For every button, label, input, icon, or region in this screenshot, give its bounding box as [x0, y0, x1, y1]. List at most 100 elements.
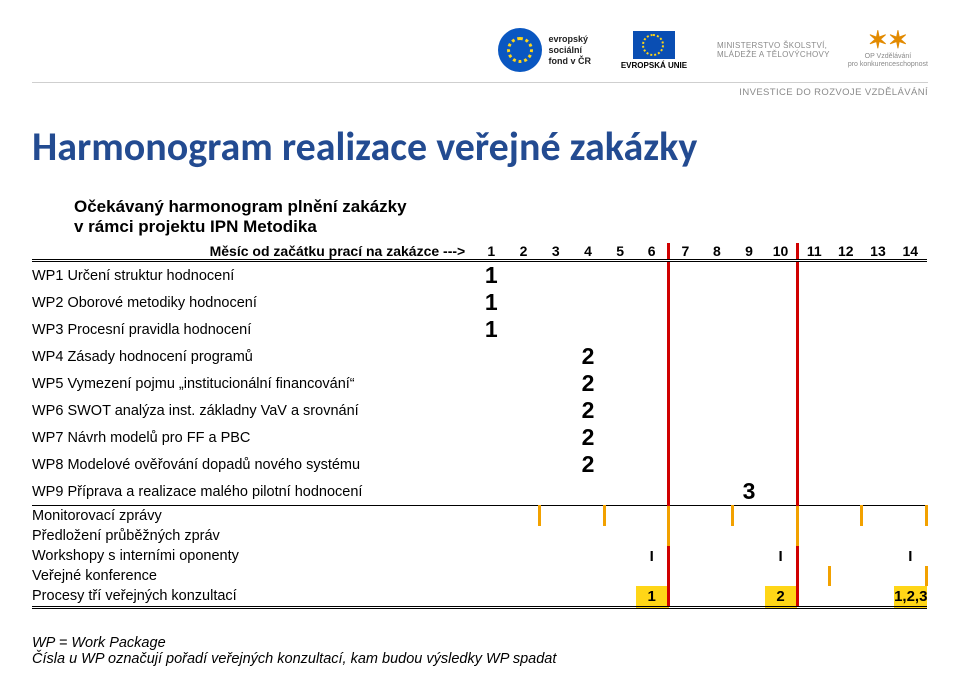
gantt-cell — [862, 289, 894, 316]
gantt-cell — [701, 546, 733, 566]
gantt-cell — [540, 478, 572, 506]
row-label: WP6 SWOT analýza inst. základny VaV a sr… — [32, 397, 475, 424]
gantt-cell — [572, 316, 604, 343]
subtitle-block: Očekávaný harmonogram plnění zakázky v r… — [74, 197, 928, 237]
gantt-cell — [894, 424, 926, 451]
gantt-cell — [636, 343, 668, 370]
gantt-cell — [830, 316, 862, 343]
gantt-cell — [636, 289, 668, 316]
gantt-cell — [540, 289, 572, 316]
gantt-cell — [636, 566, 668, 586]
gantt-cell — [507, 566, 539, 586]
gantt-cell — [830, 343, 862, 370]
gantt-cell — [475, 526, 507, 546]
gantt-cell — [894, 261, 926, 290]
gantt-table: Měsíc od začátku prací na zakázce --->12… — [32, 243, 928, 609]
gantt-cell — [733, 316, 765, 343]
month-header: 12 — [830, 243, 862, 261]
gantt-cell — [540, 343, 572, 370]
gantt-cell — [507, 397, 539, 424]
opvk-logo: ✶✶ OP Vzdělávání pro konkurenceschopnost — [848, 31, 928, 69]
gantt-cell — [604, 506, 636, 527]
gantt-cell — [830, 451, 862, 478]
gantt-cell — [733, 586, 765, 608]
esf-text-2: sociální — [548, 45, 591, 56]
gantt-cell — [604, 397, 636, 424]
gantt-cell — [701, 451, 733, 478]
gantt-cell — [830, 397, 862, 424]
gantt-cell — [765, 370, 797, 397]
gantt-cell — [701, 289, 733, 316]
gantt-cell — [572, 289, 604, 316]
month-header: 1 — [475, 243, 507, 261]
page-title: Harmonogram realizace veřejné zakázky — [32, 122, 928, 171]
gantt-cell — [669, 316, 701, 343]
gantt-cell — [701, 261, 733, 290]
gantt-cell — [604, 546, 636, 566]
gantt-cell: I — [894, 546, 926, 566]
gantt-cell — [797, 316, 829, 343]
gantt-cell — [862, 451, 894, 478]
gantt-cell — [572, 526, 604, 546]
big-number: 2 — [572, 424, 604, 451]
gantt-cell — [797, 478, 829, 506]
gantt-cell — [701, 566, 733, 586]
gantt-cell — [894, 289, 926, 316]
esf-text-3: fond v ČR — [548, 56, 591, 67]
month-header: 2 — [507, 243, 539, 261]
gantt-cell — [507, 546, 539, 566]
ministry-label: MINISTERSTVO ŠKOLSTVÍ, MLÁDEŽE A TĚLOVÝC… — [717, 41, 830, 59]
header-logos: evropský sociální fond v ČR EVROPSKÁ UNI… — [32, 16, 928, 84]
footer-line-1: WP = Work Package — [32, 635, 928, 651]
column-header-label: Měsíc od začátku prací na zakázce ---> — [32, 243, 475, 261]
gantt-cell — [830, 506, 862, 527]
gantt-cell — [475, 546, 507, 566]
row-label: Monitorovací zprávy — [32, 506, 475, 527]
gantt-cell — [830, 526, 862, 546]
gantt-cell — [507, 289, 539, 316]
gantt-cell — [572, 586, 604, 608]
gantt-cell — [797, 526, 829, 546]
big-number: 1 — [475, 261, 507, 290]
gantt-cell: 1 — [636, 586, 668, 608]
gantt-cell — [797, 546, 829, 566]
gantt-cell — [733, 451, 765, 478]
gantt-cell — [604, 370, 636, 397]
gantt-cell — [862, 478, 894, 506]
gantt-cell — [765, 566, 797, 586]
gantt-cell — [572, 566, 604, 586]
month-header: 5 — [604, 243, 636, 261]
subtitle-line-2: v rámci projektu IPN Metodika — [74, 217, 928, 237]
gantt-cell — [733, 261, 765, 290]
gantt-cell — [733, 566, 765, 586]
gantt-cell — [604, 451, 636, 478]
esf-text-1: evropský — [548, 34, 591, 45]
month-header: 6 — [636, 243, 668, 261]
gantt-cell — [669, 397, 701, 424]
gantt-cell — [765, 526, 797, 546]
gantt-cell — [636, 478, 668, 506]
gantt-cell — [701, 478, 733, 506]
gantt-cell — [894, 478, 926, 506]
gantt-cell — [540, 397, 572, 424]
footer: WP = Work Package Čísla u WP označují po… — [32, 635, 928, 667]
row-label: WP4 Zásady hodnocení programů — [32, 343, 475, 370]
gantt-cell — [797, 397, 829, 424]
gantt-cell — [862, 343, 894, 370]
month-header: 9 — [733, 243, 765, 261]
gantt-cell — [604, 566, 636, 586]
gantt-cell — [733, 546, 765, 566]
gantt-cell — [540, 586, 572, 608]
gantt-cell — [830, 261, 862, 290]
gantt-cell — [894, 526, 926, 546]
gantt-cell — [669, 289, 701, 316]
month-header: 14 — [894, 243, 926, 261]
gantt-cell — [636, 451, 668, 478]
gantt-cell — [636, 370, 668, 397]
gantt-cell — [701, 316, 733, 343]
gantt-cell — [894, 397, 926, 424]
gantt-cell — [475, 343, 507, 370]
gantt-cell — [701, 526, 733, 546]
gantt-cell — [669, 451, 701, 478]
gantt-cell — [572, 506, 604, 527]
